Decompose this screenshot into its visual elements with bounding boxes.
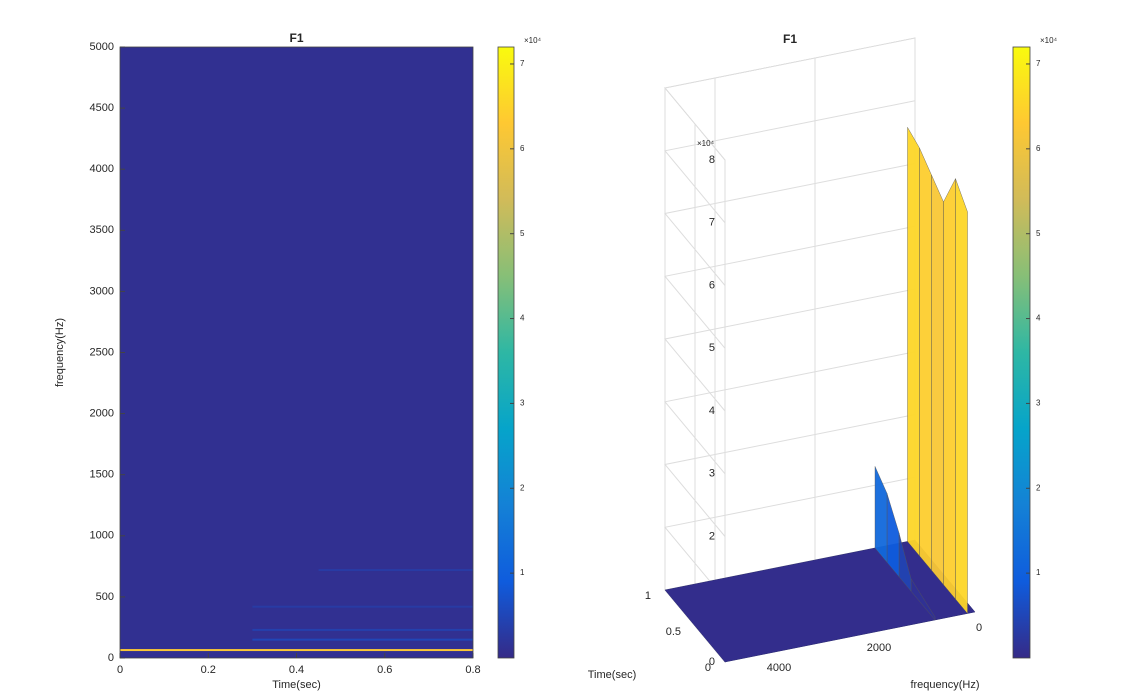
y-tick-label: 0 (108, 652, 114, 664)
heatmap-band (318, 569, 473, 572)
z-multiplier: ×10⁴ (697, 139, 715, 148)
colorbar-tick-label: 3 (520, 399, 525, 408)
y-tick-label: 2500 (90, 346, 114, 358)
x-tick-label: 0.2 (201, 664, 216, 676)
x-tick-label: 0 (976, 622, 982, 634)
colorbar-multiplier: ×10⁴ (524, 36, 542, 45)
y-tick-label: 4000 (90, 163, 114, 175)
z-tick-label: 2 (709, 530, 715, 542)
z-tick-label: 4 (709, 405, 715, 417)
y-tick-label: 1000 (90, 530, 114, 542)
x-tick-label: 0 (117, 664, 123, 676)
y-tick-label: 500 (96, 591, 114, 603)
x-tick-label: 0.6 (377, 664, 392, 676)
x-axis-label: Time(sec) (272, 679, 320, 691)
z-tick-label: 0 (709, 656, 715, 668)
colorbar-tick-label: 1 (1036, 568, 1041, 577)
colorbar (497, 46, 515, 659)
colorbar-tick-label: 5 (1036, 229, 1041, 238)
colorbar-multiplier: ×10⁴ (1040, 36, 1058, 45)
heatmap-band (252, 605, 473, 608)
y-tick-label: 3000 (90, 285, 114, 297)
surface-patch (907, 126, 920, 557)
surface-patch (874, 466, 888, 563)
chart-title: F1 (783, 32, 797, 46)
heatmap-band (252, 628, 473, 631)
colorbar-tick-label: 1 (520, 568, 525, 577)
x-axis-label: frequency(Hz) (910, 679, 979, 691)
colorbar-tick-label: 6 (1036, 144, 1041, 153)
y-tick-label: 3500 (90, 224, 114, 236)
z-tick-label: 7 (709, 217, 715, 229)
colorbar (1012, 46, 1031, 659)
colorbar-tick-label: 5 (520, 229, 525, 238)
chart-title: F1 (289, 31, 303, 45)
y-axis-label: Time(sec) (588, 669, 636, 681)
colorbar-tick-label: 3 (1036, 399, 1041, 408)
z-tick-label: 3 (709, 468, 715, 480)
colorbar-tick-label: 2 (520, 483, 525, 492)
surface-patch (919, 147, 932, 571)
x-tick-label: 0.8 (465, 664, 480, 676)
colorbar-tick-label: 2 (1036, 483, 1041, 492)
colorbar-tick-label: 7 (1036, 59, 1041, 68)
y-tick-label: 2000 (90, 408, 114, 420)
colorbar-tick-label: 7 (520, 59, 525, 68)
heatmap-background (120, 47, 473, 658)
y-tick-label: 0 (705, 662, 711, 674)
z-tick-label: 6 (709, 279, 715, 291)
y-tick-label: 1 (645, 590, 651, 602)
heatmap-band (120, 649, 473, 652)
y-tick-label: 0.5 (666, 626, 681, 638)
z-tick-label: 8 (709, 154, 715, 166)
x-tick-label: 0.4 (289, 664, 304, 676)
surface-patch (931, 174, 944, 586)
y-axis-label: frequency(Hz) (54, 318, 66, 387)
x-tick-label: 2000 (867, 642, 891, 654)
x-tick-label: 4000 (767, 662, 791, 674)
surface-patch (955, 178, 968, 615)
colorbar-tick-label: 4 (520, 314, 525, 323)
heatmap-band (252, 638, 473, 641)
surface-patch (943, 178, 956, 600)
y-tick-label: 4500 (90, 102, 114, 114)
y-tick-label: 5000 (90, 41, 114, 53)
colorbar-tick-label: 4 (1036, 314, 1041, 323)
y-tick-label: 1500 (90, 469, 114, 481)
z-tick-label: 5 (709, 342, 715, 354)
colorbar-tick-label: 6 (520, 144, 525, 153)
